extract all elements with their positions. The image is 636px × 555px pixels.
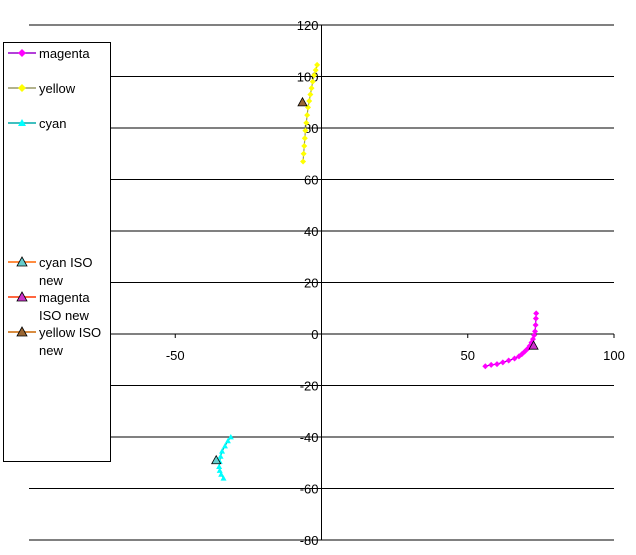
- axes: [29, 24, 615, 541]
- point-cyan-9: [220, 475, 227, 481]
- point-cyan-3: [219, 448, 226, 454]
- legend-marker-magenta-iso-new: [8, 291, 36, 302]
- y-tick-label--80: -80: [300, 533, 319, 548]
- legend-marker-cyan: [8, 119, 36, 126]
- series-line-magenta: [485, 313, 537, 367]
- point-yellow-10: [308, 85, 315, 92]
- legend-item-magenta-iso-new[interactable]: magenta ISO new: [8, 289, 111, 325]
- point-magenta-15: [532, 321, 539, 328]
- point-magenta-iso-new-0: [528, 340, 539, 350]
- legend-marker-cyan-iso-new: [8, 256, 36, 267]
- legend-label-magenta: magenta: [39, 46, 90, 61]
- legend-marker-magenta: [8, 49, 36, 57]
- legend: magenta yellow cyan cyan ISO new magenta…: [3, 42, 111, 462]
- point-magenta-3: [499, 359, 506, 366]
- point-yellow-0: [300, 158, 307, 165]
- point-magenta-14: [532, 328, 539, 335]
- y-tick-label--40: -40: [300, 430, 319, 445]
- point-cyan-iso-new-0: [211, 454, 222, 465]
- point-cyan-2: [221, 443, 228, 449]
- legend-item-magenta[interactable]: magenta: [8, 45, 111, 63]
- point-yellow-1: [300, 150, 307, 157]
- legend-marker-yellow: [8, 84, 36, 92]
- plot-series: [211, 61, 540, 481]
- series-yellow-iso-new: [297, 96, 308, 107]
- legend-item-cyan[interactable]: cyan: [8, 115, 111, 133]
- series-cyan: [216, 434, 234, 481]
- legend-label-yellow-iso-new: yellow ISO new: [39, 325, 102, 358]
- point-magenta-17: [533, 310, 540, 317]
- point-cyan-6: [216, 463, 223, 470]
- point-yellow-14: [314, 61, 321, 68]
- point-yellow-11: [309, 78, 316, 85]
- legend-label-magenta-iso-new: magenta ISO new: [39, 290, 90, 323]
- point-cyan-4: [217, 453, 224, 459]
- point-magenta-1: [488, 361, 495, 368]
- point-yellow-5: [303, 119, 310, 126]
- point-yellow-13: [312, 67, 319, 74]
- point-yellow-12: [311, 72, 318, 79]
- point-magenta-2: [494, 361, 500, 368]
- point-yellow-9: [307, 91, 314, 98]
- legend-label-cyan: cyan: [39, 116, 67, 131]
- legend-label-cyan-iso-new: cyan ISO new: [39, 255, 93, 288]
- point-magenta-16: [532, 315, 539, 322]
- point-yellow-3: [301, 135, 308, 142]
- point-yellow-8: [306, 97, 313, 104]
- y-tick-label--60: -60: [300, 482, 319, 497]
- x-tick-label-100: 100: [603, 348, 625, 363]
- series-cyan-iso-new: [211, 454, 222, 465]
- y-tick-label-60: 60: [304, 173, 318, 188]
- y-tick-label-20: 20: [304, 276, 318, 291]
- series-magenta-iso-new: [528, 340, 539, 350]
- point-yellow-2: [301, 143, 308, 150]
- point-yellow-iso-new-0: [297, 96, 308, 107]
- point-cyan-1: [224, 437, 231, 444]
- legend-item-yellow[interactable]: yellow: [8, 80, 111, 98]
- series-yellow: [300, 61, 321, 165]
- series-magenta: [482, 310, 540, 370]
- legend-item-cyan-iso-new[interactable]: cyan ISO new: [8, 254, 111, 290]
- y-tick-label-80: 80: [304, 121, 318, 136]
- point-yellow-4: [302, 127, 309, 134]
- x-tick-label-50: 50: [461, 348, 475, 363]
- point-cyan-0: [227, 434, 234, 440]
- point-yellow-6: [304, 112, 311, 119]
- legend-marker-yellow-iso-new: [8, 326, 36, 337]
- point-magenta-5: [511, 355, 518, 362]
- y-tick-label-0: 0: [311, 327, 318, 342]
- point-magenta-0: [482, 363, 489, 370]
- y-tick-label-40: 40: [304, 224, 318, 239]
- y-tick-label--20: -20: [300, 379, 319, 394]
- y-tick-label-120: 120: [297, 18, 319, 33]
- legend-item-yellow-iso-new[interactable]: yellow ISO new: [8, 324, 111, 360]
- legend-label-yellow: yellow: [39, 81, 76, 96]
- point-cyan-8: [218, 471, 225, 477]
- x-tick-label--50: -50: [166, 348, 185, 363]
- point-magenta-4: [505, 357, 512, 364]
